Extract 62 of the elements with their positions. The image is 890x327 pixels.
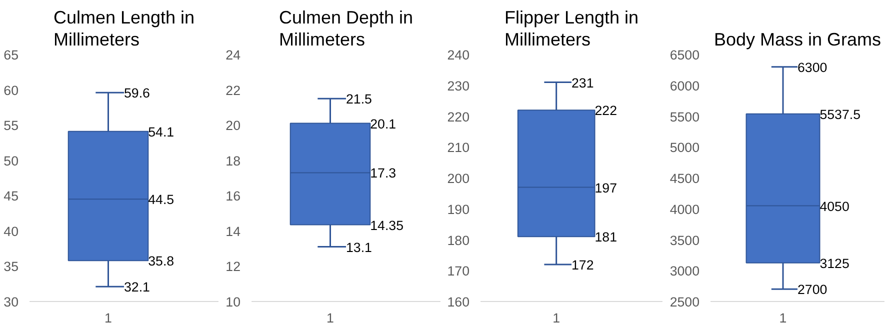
annotation: 21.5 [346,92,372,107]
y-tick-label: 220 [447,109,470,124]
annotation: 4050 [820,198,850,214]
y-tick-label: 35 [4,259,19,274]
y-tick-label: 18 [226,153,241,168]
y-tick-label: 160 [447,294,470,310]
y-tick-label: 200 [447,171,470,186]
annotation: 181 [594,230,618,245]
y-tick-label: 6500 [670,48,700,62]
chart-title: Flipper Length in Millimeters [504,8,639,50]
annotation: 172 [572,257,594,272]
y-tick-label: 5500 [670,109,700,124]
y-tick-label: 12 [226,259,241,274]
chart-title: Body Mass in Grams [714,30,882,50]
chart-title: Culmen Length in Millimeters [53,8,195,50]
y-tick-label: 40 [4,224,19,239]
annotation: 197 [594,180,618,196]
y-tick-label: 30 [4,294,19,310]
annotation: 222 [594,103,618,118]
y-tick-label: 10 [226,294,241,310]
annotation: 2700 [798,282,828,298]
annotation: 54.1 [148,124,174,140]
y-tick-label: 50 [4,153,19,168]
y-tick-label: 16 [226,188,241,204]
annotation: 59.6 [124,86,150,101]
y-tick-label: 210 [447,140,470,156]
x-tick-label: 1 [552,310,560,326]
chart-title: Culmen Depth in Millimeters [278,8,414,50]
annotation: 6300 [798,60,828,75]
annotation: 14.35 [370,218,404,233]
annotation: 231 [572,75,594,90]
y-tick-label: 3500 [670,232,700,248]
annotation: 3125 [820,256,850,271]
y-tick-label: 190 [447,202,470,217]
y-tick-label: 45 [4,188,19,204]
y-tick-label: 180 [447,232,470,248]
annotation: 13.1 [346,240,372,255]
y-tick-label: 3000 [670,264,700,279]
annotation: 35.8 [148,254,174,269]
y-tick-label: 240 [447,48,470,62]
x-tick-label: 1 [326,310,334,326]
y-tick-label: 14 [226,224,242,239]
y-tick-label: 65 [4,48,19,62]
x-tick-label: 1 [779,310,787,326]
annotation: 44.5 [148,192,174,208]
x-tick-label: 1 [104,310,112,326]
annotation: 32.1 [124,280,150,295]
y-tick-label: 170 [447,264,470,279]
y-tick-label: 55 [4,118,19,134]
y-tick-label: 60 [4,82,19,98]
y-tick-label: 2500 [670,294,700,310]
annotation: 17.3 [370,166,396,181]
y-tick-label: 6000 [670,78,700,94]
y-tick-label: 4500 [670,171,700,186]
y-tick-label: 22 [226,82,241,98]
y-tick-label: 230 [447,78,470,94]
y-tick-label: 4000 [670,202,700,217]
y-tick-label: 24 [226,48,242,62]
y-tick-label: 5000 [670,140,700,156]
annotation: 20.1 [370,116,396,132]
annotation: 5537.5 [820,106,860,122]
y-tick-label: 20 [226,118,241,134]
